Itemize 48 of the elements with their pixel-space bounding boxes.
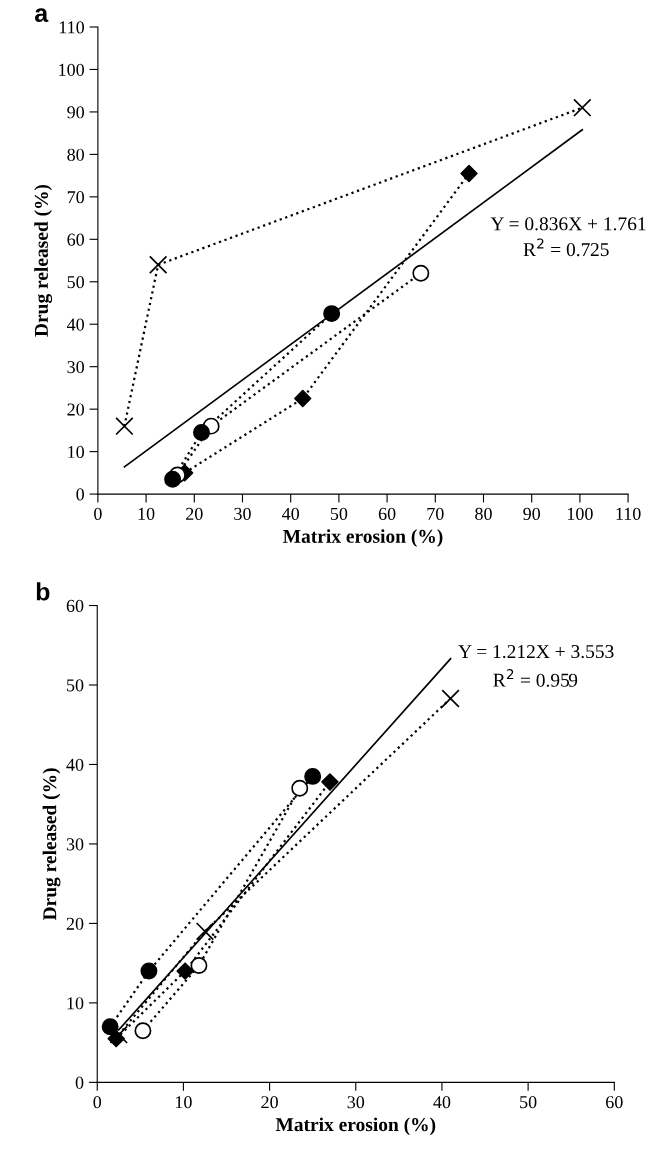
x-tick-label: 40 — [433, 1096, 451, 1109]
y-tick-label: 10 — [68, 445, 85, 459]
x-tick-label: 50 — [520, 1096, 537, 1109]
x-tick-label: 60 — [378, 507, 396, 520]
y-tick-label: 80 — [67, 148, 85, 161]
x-tick-label: 20 — [186, 507, 203, 520]
y-axis-title: Drug released (%) — [42, 768, 61, 921]
y-tick-label: 70 — [67, 191, 85, 204]
x-tick-label: 10 — [175, 1096, 192, 1109]
annotation: Y = 1.212X + 3.553 — [458, 645, 614, 659]
y-tick-label: 110 — [59, 21, 85, 34]
y-tick-label: 0 — [76, 488, 85, 501]
annotation: R$^{2}$ = 0.959 — [493, 669, 578, 687]
y-tick-label: 20 — [67, 403, 85, 416]
x-tick-label: 90 — [523, 507, 541, 520]
x-tick-label: 70 — [427, 507, 444, 520]
annotation: Y = 0.836X + 1.761 — [490, 217, 646, 231]
y-tick-label: 30 — [67, 360, 85, 374]
x-axis-title: Matrix erosion (%) — [275, 1117, 436, 1136]
annotation: R$^{2}$ = 0.725 — [523, 238, 609, 257]
y-tick-label: 50 — [67, 276, 85, 289]
y-axis-title: Drug released (%) — [34, 184, 53, 337]
x-tick-label: 100 — [567, 507, 593, 520]
y-tick-label: 30 — [66, 838, 84, 851]
x-tick-label: 20 — [261, 1096, 278, 1109]
y-tick-label: 40 — [66, 758, 84, 771]
y-tick-label: 50 — [67, 679, 84, 692]
y-tick-label: 100 — [59, 63, 85, 76]
x-tick-label: 80 — [475, 507, 492, 520]
y-tick-label: 90 — [67, 106, 85, 119]
y-tick-label: 0 — [75, 1076, 84, 1089]
y-tick-label: 40 — [67, 318, 85, 331]
x-tick-label: 0 — [93, 1096, 102, 1109]
x-tick-label: 10 — [138, 507, 155, 520]
chart-title: b — [36, 582, 50, 601]
x-axis-title: Matrix erosion (%) — [283, 529, 443, 547]
y-tick-label: 60 — [67, 233, 85, 246]
x-tick-label: 30 — [347, 1096, 365, 1109]
x-tick-label: 30 — [234, 507, 251, 520]
x-tick-label: 110 — [616, 507, 641, 520]
x-tick-label: 60 — [606, 1096, 623, 1109]
chart-title: a — [35, 8, 49, 23]
x-tick-label: 50 — [330, 507, 348, 520]
y-tick-label: 20 — [66, 917, 84, 930]
x-tick-label: 0 — [94, 507, 102, 520]
y-tick-label: 60 — [66, 599, 84, 612]
y-tick-label: 10 — [67, 997, 84, 1010]
x-tick-label: 40 — [282, 507, 300, 520]
